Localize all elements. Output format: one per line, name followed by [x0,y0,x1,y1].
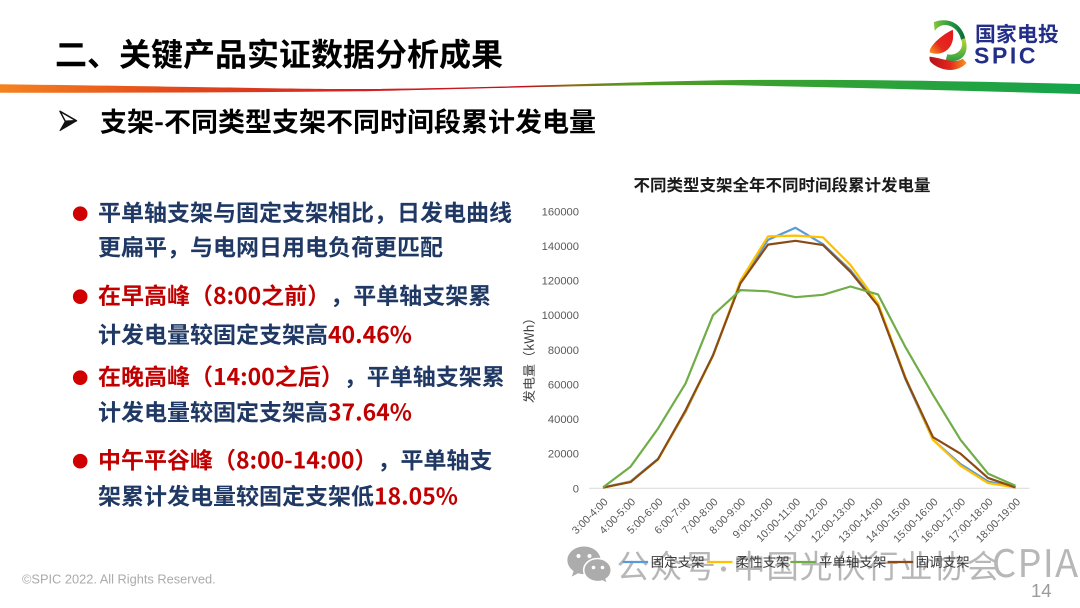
svg-text:100000: 100000 [542,310,579,322]
svg-text:©SPIC 2022. All Rights Reserve: ©SPIC 2022. All Rights Reserved. [22,572,216,587]
svg-text:SPIC: SPIC [974,43,1038,69]
svg-text:14: 14 [1031,580,1052,601]
svg-text:0: 0 [573,483,579,495]
svg-text:40000: 40000 [548,414,579,426]
svg-text:20000: 20000 [548,449,579,461]
svg-text:60000: 60000 [548,379,579,391]
svg-text:120000: 120000 [542,276,579,288]
svg-text:80000: 80000 [548,345,579,357]
svg-text:160000: 160000 [542,206,579,218]
svg-text:140000: 140000 [542,241,579,253]
